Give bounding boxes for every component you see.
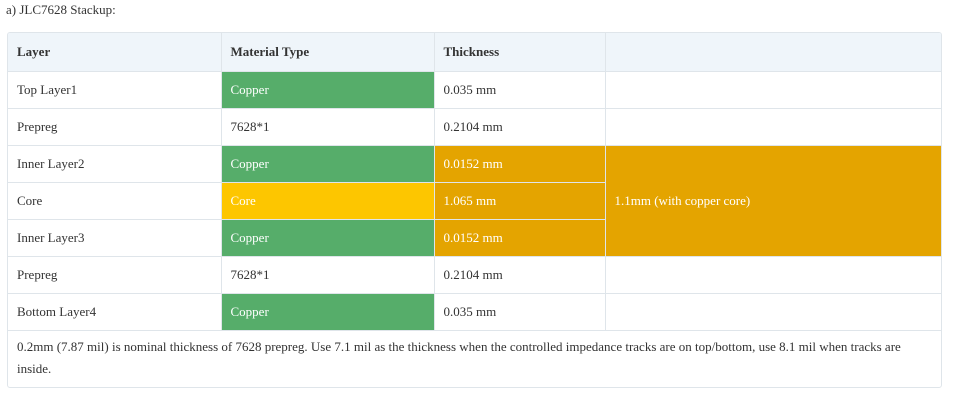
table-row: Prepreg 7628*1 0.2104 mm	[8, 255, 941, 294]
thickness-cell: 0.2104 mm	[433, 107, 606, 146]
thickness-cell: 0.0152 mm	[433, 144, 606, 183]
empty-cell	[604, 107, 941, 146]
stackup-table-container: Layer Material Type Thickness Top Layer1…	[7, 32, 942, 388]
table-row: Inner Layer2 Copper 0.0152 mm 1.1mm (wit…	[8, 144, 941, 257]
table-row: Bottom Layer4 Copper 0.035 mm	[8, 292, 941, 331]
material-cell: Copper	[220, 144, 435, 183]
stackup-caption: a) JLC7628 Stackup:	[6, 2, 116, 17]
thickness-cell: 0.035 mm	[433, 70, 606, 109]
material-cell: Core	[220, 181, 435, 220]
group-thickness-note: 1.1mm (with copper core)	[604, 144, 941, 257]
empty-cell	[604, 292, 941, 331]
thickness-cell: 1.065 mm	[433, 181, 605, 220]
footnote-row: 0.2mm (7.87 mil) is nominal thickness of…	[8, 329, 941, 387]
material-cell: Copper	[220, 218, 435, 257]
layer-cell: Prepreg	[8, 255, 222, 294]
layer-cell: Inner Layer3	[8, 218, 222, 257]
prepreg-footnote: 0.2mm (7.87 mil) is nominal thickness of…	[8, 329, 941, 387]
thickness-cell: 0.0152 mm	[433, 218, 605, 257]
thickness-cell: 0.2104 mm	[433, 255, 606, 294]
material-cell: Copper	[220, 70, 435, 109]
header-empty	[604, 33, 941, 72]
material-cell: 7628*1	[220, 107, 435, 146]
layer-cell: Core	[8, 181, 222, 220]
thickness-cell: 0.035 mm	[433, 292, 606, 331]
stackup-table: Layer Material Type Thickness Top Layer1…	[8, 33, 941, 387]
header-material-type: Material Type	[220, 33, 435, 72]
header-layer: Layer	[8, 33, 222, 72]
material-cell: Copper	[220, 292, 435, 331]
table-row: Inner Layer3 Copper 0.0152 mm	[8, 218, 941, 257]
layer-cell: Inner Layer2	[8, 144, 222, 183]
header-thickness: Thickness	[433, 33, 606, 72]
layer-cell: Bottom Layer4	[8, 292, 222, 331]
table-header-row: Layer Material Type Thickness	[8, 33, 941, 72]
empty-cell	[604, 255, 941, 294]
layer-cell: Top Layer1	[8, 70, 222, 109]
table-row: Prepreg 7628*1 0.2104 mm	[8, 107, 941, 146]
layer-cell: Prepreg	[8, 107, 222, 146]
table-row: Core Core 1.065 mm	[8, 181, 941, 220]
table-row: Top Layer1 Copper 0.035 mm	[8, 70, 941, 109]
material-cell: 7628*1	[220, 255, 435, 294]
empty-cell	[604, 70, 941, 109]
